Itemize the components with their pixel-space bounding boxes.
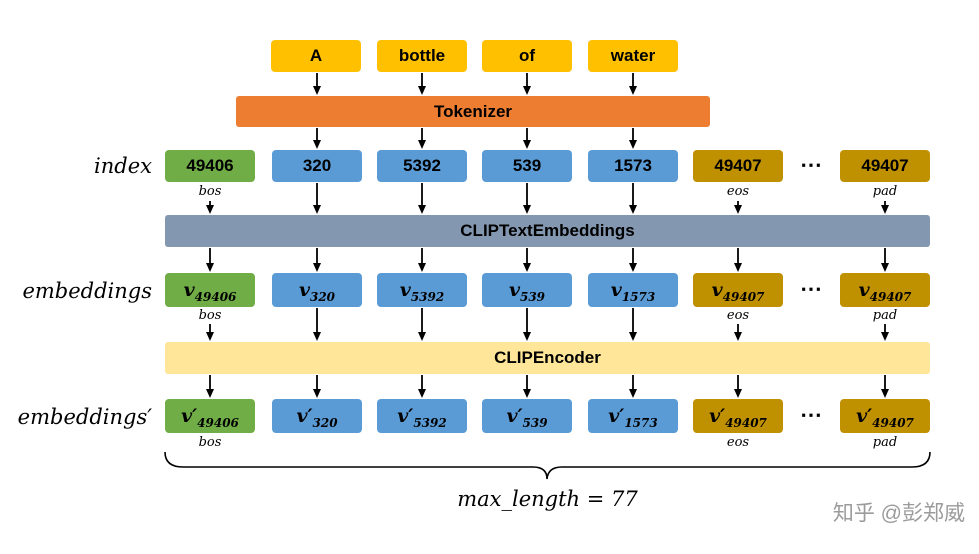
math-base: v′ — [709, 405, 726, 427]
bos-tag: bos — [198, 435, 222, 450]
math-base: v — [711, 279, 723, 301]
index-ellipsis: ⋯ — [800, 152, 822, 177]
math-sub: 1573 — [621, 289, 656, 304]
embedding-prime-cell-bos: v′49406 — [165, 399, 255, 433]
watermark: 知乎 @彭郑威 — [832, 502, 965, 525]
tokenizer-bar: Tokenizer — [236, 96, 710, 127]
clip-text-embeddings-bar: CLIPTextEmbeddings — [165, 215, 930, 247]
math-sub: 539 — [519, 289, 546, 304]
index-cell: 1573 — [588, 150, 678, 182]
word-box: water — [588, 40, 678, 72]
math-base: v′ — [397, 405, 414, 427]
index-cell: 539 — [482, 150, 572, 182]
embedding-cell-eos: v49407 — [693, 273, 783, 307]
math-base: v′ — [296, 405, 313, 427]
eos-tag: eos — [726, 184, 750, 199]
math-base: v′ — [608, 405, 625, 427]
math-base: v′ — [181, 405, 198, 427]
eos-tag: eos — [726, 308, 750, 323]
embedding-cell: v539 — [482, 273, 572, 307]
math-base: v — [508, 279, 520, 301]
bos-tag: bos — [198, 184, 222, 199]
math-base: v — [183, 279, 195, 301]
embedding-prime-cell: v′539 — [482, 399, 572, 433]
eos-tag: eos — [726, 435, 750, 450]
math-sub: 49406 — [194, 289, 237, 304]
math-base: v — [610, 279, 622, 301]
math-sub: 1573 — [624, 415, 658, 430]
math-sub: 5392 — [410, 289, 445, 304]
embeddings-ellipsis: ⋯ — [800, 276, 822, 301]
embedding-cell: v5392 — [377, 273, 467, 307]
pad-tag: pad — [872, 308, 898, 323]
index-row-label: index — [94, 154, 152, 178]
math-sub: 320 — [309, 289, 336, 304]
word-box: A — [271, 40, 361, 72]
index-cell-pad: 49407 — [840, 150, 930, 182]
embedding-cell-bos: v49406 — [165, 273, 255, 307]
math-base: v′ — [856, 405, 873, 427]
pad-tag: pad — [872, 184, 898, 199]
embedding-cell: v1573 — [588, 273, 678, 307]
embedding-cell: v320 — [272, 273, 362, 307]
math-sub: 49407 — [872, 415, 914, 430]
math-sub: 49407 — [725, 415, 767, 430]
math-base: v — [399, 279, 411, 301]
embedding-prime-cell: v′5392 — [377, 399, 467, 433]
math-sub: 49407 — [722, 289, 765, 304]
embedding-prime-cell-eos: v′49407 — [693, 399, 783, 433]
embedding-prime-cell-pad: v′49407 — [840, 399, 930, 433]
math-base: v′ — [506, 405, 523, 427]
index-cell: 320 — [272, 150, 362, 182]
index-cell-bos: 49406 — [165, 150, 255, 182]
max-length-brace — [164, 451, 931, 480]
embeddings-prime-ellipsis: ⋯ — [800, 402, 822, 427]
math-base: v — [298, 279, 310, 301]
index-cell: 5392 — [377, 150, 467, 182]
embeddings-row-label: embeddings — [22, 279, 152, 303]
math-sub: 320 — [312, 415, 338, 430]
index-cell-eos: 49407 — [693, 150, 783, 182]
word-box: bottle — [377, 40, 467, 72]
math-sub: 49406 — [197, 415, 239, 430]
math-sub: 49407 — [869, 289, 912, 304]
max-length-label: max_length = 77 — [457, 487, 638, 511]
embedding-cell-pad: v49407 — [840, 273, 930, 307]
bos-tag: bos — [198, 308, 222, 323]
embeddings-prime-row-label: embeddings′ — [17, 405, 152, 429]
math-base: v — [858, 279, 870, 301]
clip-encoder-bar: CLIPEncoder — [165, 342, 930, 374]
embedding-prime-cell: v′1573 — [588, 399, 678, 433]
math-sub: 5392 — [413, 415, 447, 430]
word-box: of — [482, 40, 572, 72]
embedding-prime-cell: v′320 — [272, 399, 362, 433]
pad-tag: pad — [872, 435, 898, 450]
math-sub: 539 — [522, 415, 548, 430]
